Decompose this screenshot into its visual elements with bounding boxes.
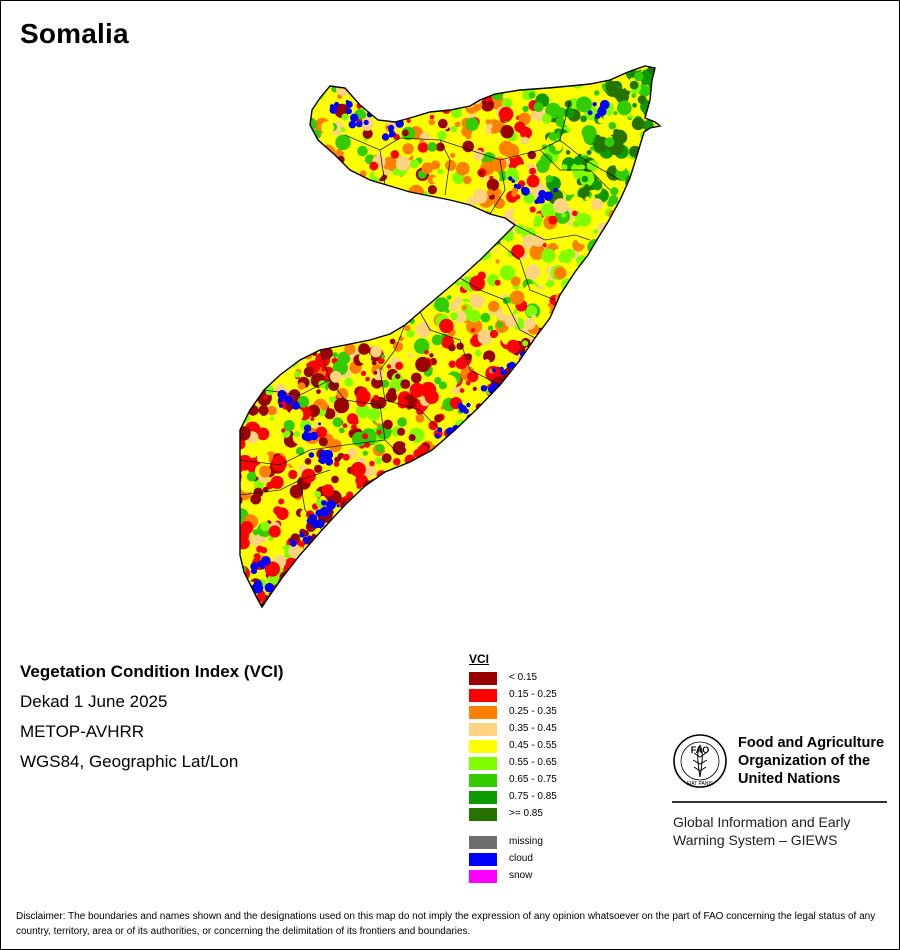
legend-label: 0.15 - 0.25 <box>509 689 557 700</box>
product-name: Vegetation Condition Index (VCI) <box>20 662 284 681</box>
legend-label: cloud <box>509 853 533 864</box>
product-period: Dekad 1 June 2025 <box>20 692 168 711</box>
vci-legend: VCI < 0.15 0.15 - 0.25 0.25 - 0.35 0.35 - 0… <box>469 651 649 883</box>
legend-swatch <box>469 808 497 821</box>
vci-raster <box>240 66 660 607</box>
product-sensor: METOP-AVHRR <box>20 722 145 741</box>
fao-emblem-icon: FAO FIAT PANIS <box>673 734 727 788</box>
legend-swatch <box>469 740 497 753</box>
somalia-map-svg <box>239 65 661 608</box>
legend-swatch <box>469 870 497 883</box>
fao-emblem-text: FAO <box>691 745 710 755</box>
product-projection: WGS84, Geographic Lat/Lon <box>20 752 239 771</box>
legend-label: 0.25 - 0.35 <box>509 706 557 717</box>
legend-swatch <box>469 689 497 702</box>
legend-swatch <box>469 723 497 736</box>
legend-label: 0.65 - 0.75 <box>509 774 557 785</box>
legend-label: 0.55 - 0.65 <box>509 757 557 768</box>
fao-emblem-motto: FIAT PANIS <box>687 781 714 787</box>
legend-label: >= 0.85 <box>509 808 543 819</box>
legend-swatch <box>469 706 497 719</box>
fao-name-line: United Nations <box>738 771 841 787</box>
fao-name-line: Organization of the <box>738 753 871 769</box>
giews-line: Warning System – GIEWS <box>673 832 838 848</box>
fao-divider <box>672 801 887 803</box>
giews-line: Global Information and Early <box>673 814 851 830</box>
vci-map <box>239 65 661 608</box>
legend-label: < 0.15 <box>509 672 538 683</box>
legend-label: 0.35 - 0.45 <box>509 723 557 734</box>
legend-label: 0.45 - 0.55 <box>509 740 557 751</box>
fao-name: Food and Agriculture Organization of the… <box>738 734 898 788</box>
legend-swatch <box>469 774 497 787</box>
giews-name: Global Information and Early Warning Sys… <box>673 813 893 849</box>
legend-label: 0.75 - 0.85 <box>509 791 557 802</box>
disclaimer: Disclaimer: The boundaries and names sho… <box>16 911 876 937</box>
legend-title: VCI <box>469 652 490 666</box>
admin-boundaries <box>239 99 621 531</box>
legend-label: snow <box>509 870 533 881</box>
product-info: Vegetation Condition Index (VCI) Dekad 1… <box>20 657 284 777</box>
fao-logo-block: FAO FIAT PANIS Food and Agriculture Orga… <box>672 730 892 860</box>
fao-name-line: Food and Agriculture <box>738 735 885 751</box>
legend-swatch <box>469 853 497 866</box>
legend-swatch <box>469 836 497 849</box>
legend-label: missing <box>509 836 543 847</box>
legend-swatch <box>469 757 497 770</box>
legend-swatch <box>469 672 497 685</box>
map-title: Somalia <box>20 18 129 49</box>
legend-swatch <box>469 791 497 804</box>
